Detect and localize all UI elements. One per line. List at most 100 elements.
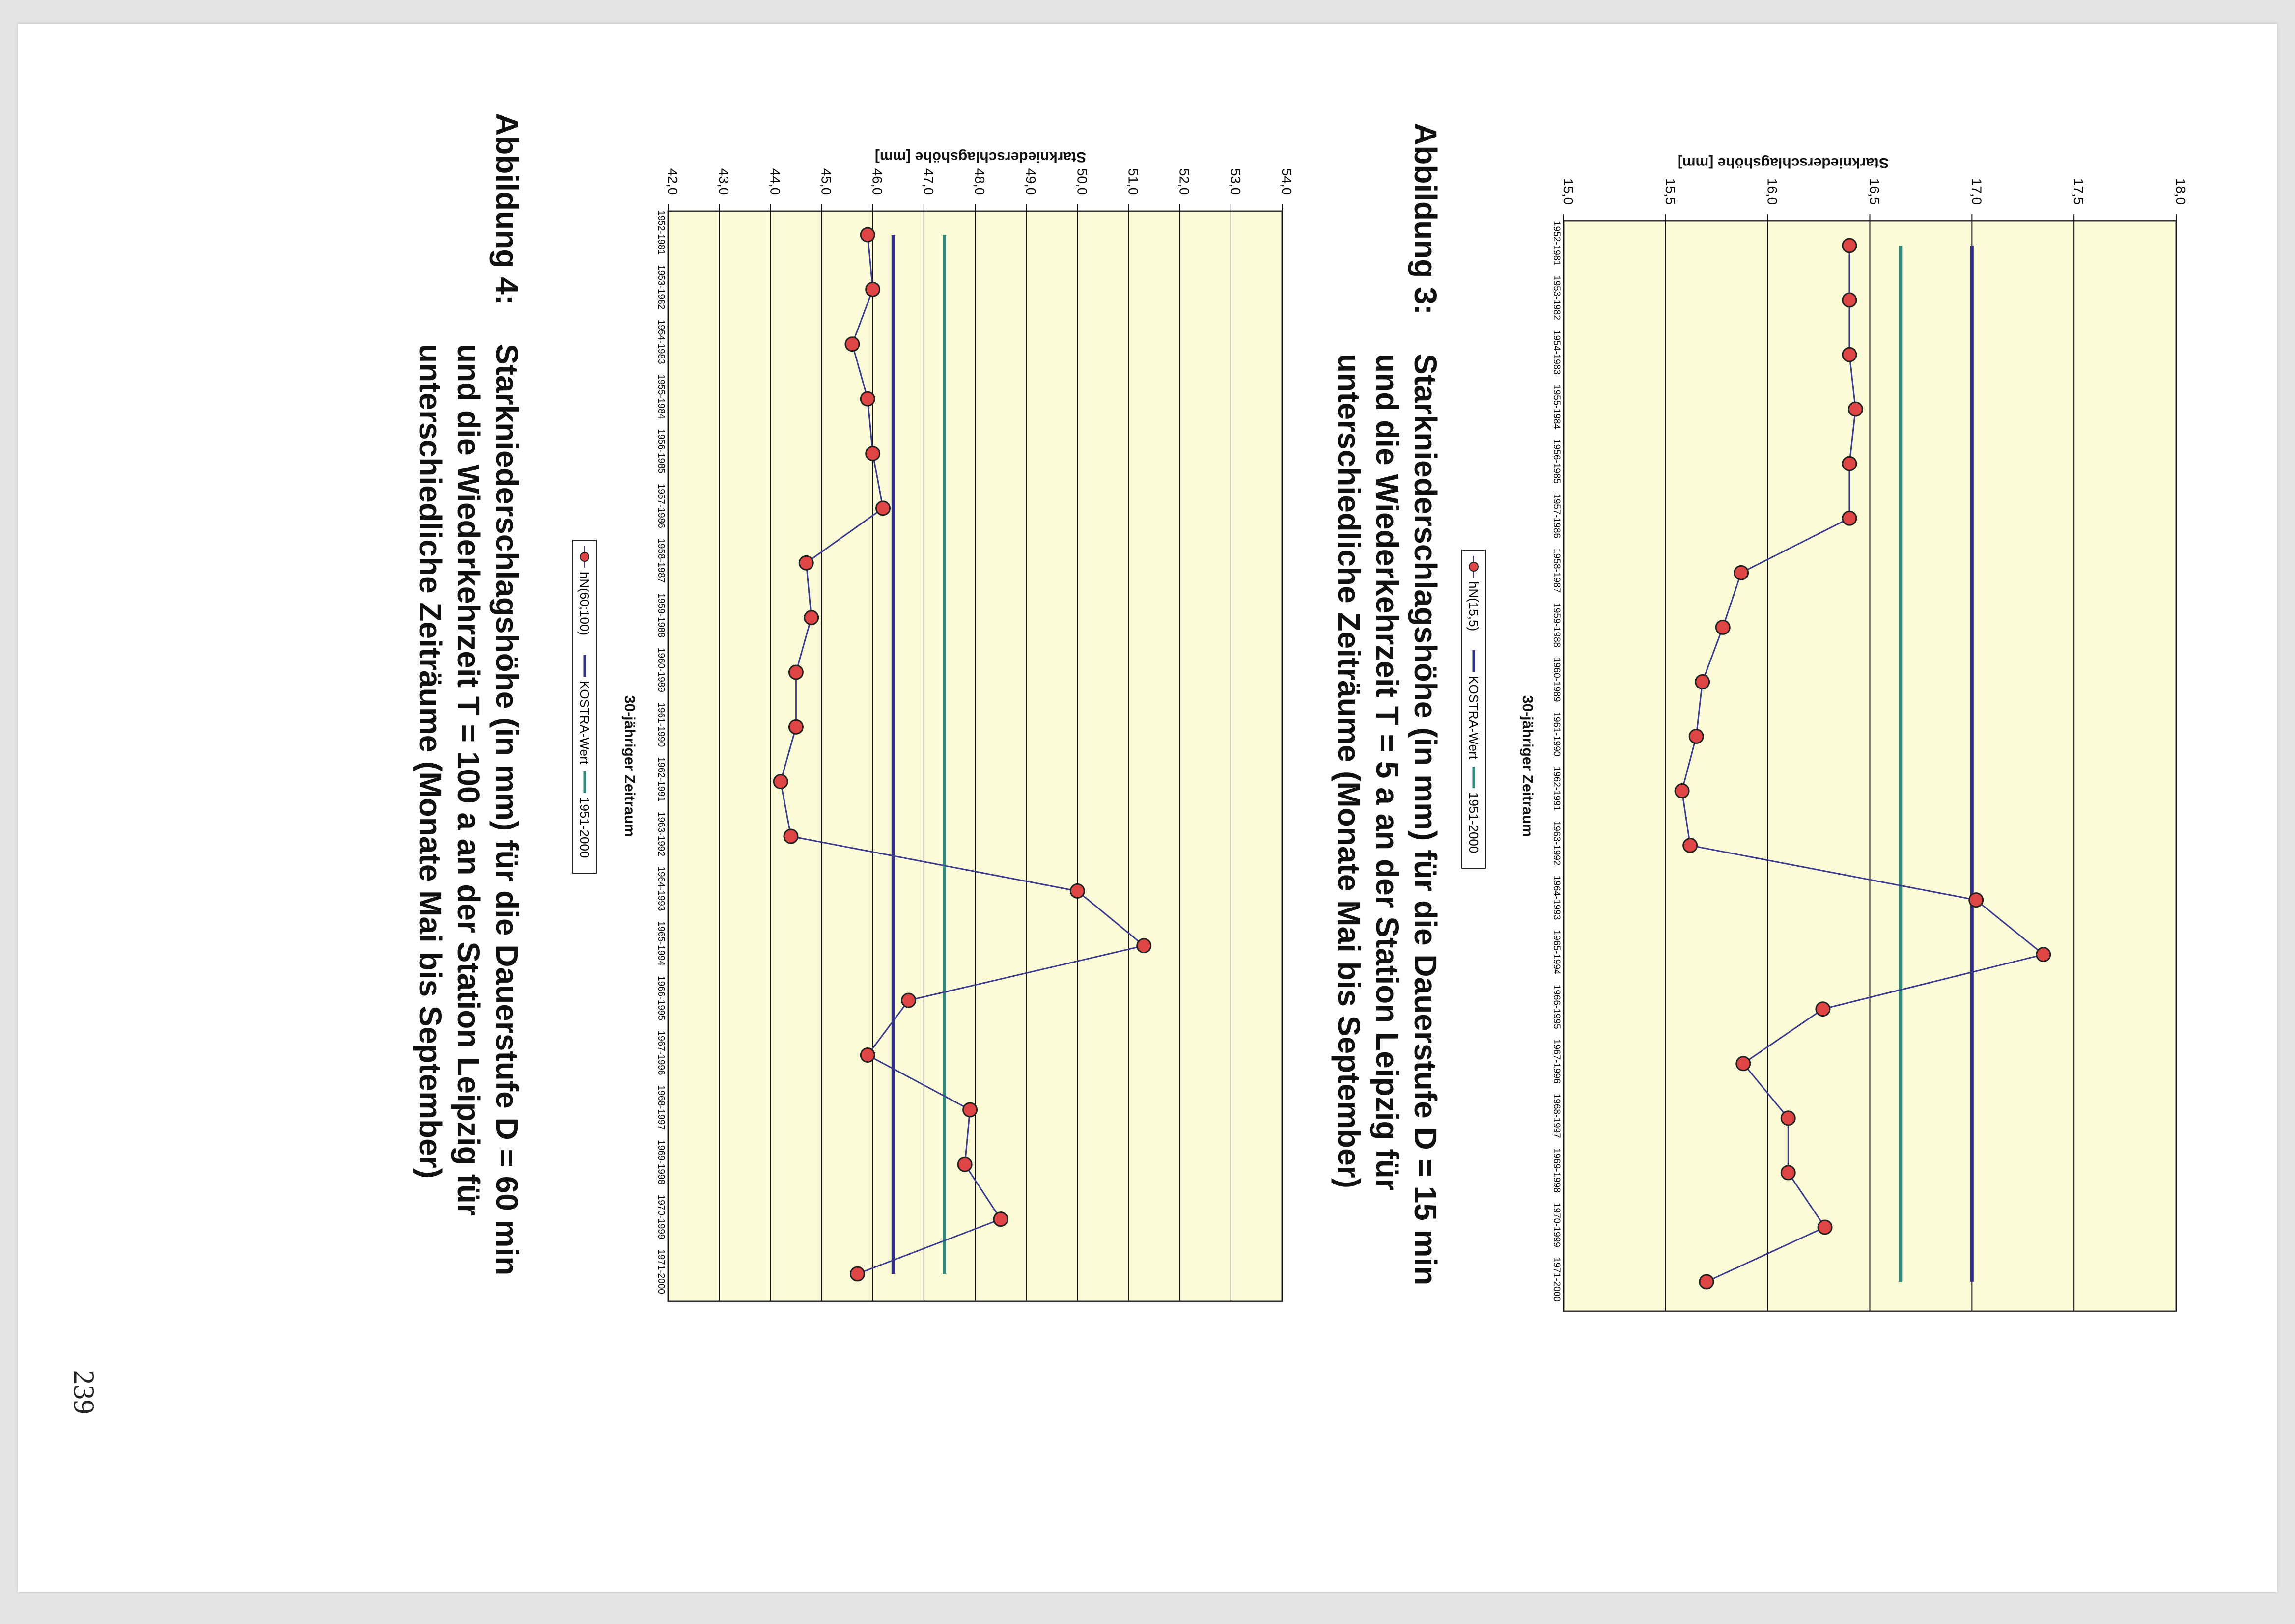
- x-tick-label: 1969-1998: [1551, 1148, 1562, 1193]
- y-tick-label: 49,0: [1023, 168, 1038, 195]
- x-tick-label: 1959-1988: [1551, 603, 1562, 647]
- data-point: [860, 1047, 875, 1063]
- data-point: [1695, 674, 1710, 689]
- y-tick-label: 17,0: [1969, 178, 1984, 205]
- x-tick-label: 1965-1994: [656, 921, 666, 966]
- data-point: [798, 555, 814, 571]
- x-tick-label: 1968-1997: [1551, 1094, 1562, 1138]
- data-point: [1674, 783, 1690, 799]
- data-point: [804, 610, 819, 626]
- x-tick-label: 1963-1992: [1551, 821, 1562, 866]
- x-tick-label: 1959-1988: [656, 593, 666, 638]
- x-tick-label: 1970-1999: [1551, 1203, 1562, 1247]
- data-point: [773, 774, 788, 790]
- data-point: [844, 336, 860, 352]
- x-tick-label: 1967-1996: [1551, 1039, 1562, 1084]
- page-number: 239: [68, 1370, 100, 1414]
- data-point: [957, 1156, 973, 1172]
- y-tick-label: 18,0: [2173, 178, 2188, 205]
- x-tick-label: 1954-1983: [1551, 330, 1562, 375]
- figure-caption-line: unterschiedliche Zeiträume (Monate Mai b…: [413, 344, 448, 1179]
- y-tick-label: 15,0: [1561, 178, 1576, 205]
- x-tick-label: 1971-2000: [656, 1249, 666, 1294]
- legend-label: KOSTRA-Wert: [577, 681, 592, 765]
- data-point: [1682, 838, 1698, 853]
- x-tick-label: 1970-1999: [656, 1195, 666, 1239]
- figure-label: Abbildung 4:: [489, 113, 525, 305]
- data-point: [1715, 619, 1731, 635]
- x-tick-label: 1956-1985: [656, 429, 666, 473]
- x-tick-label: 1960-1989: [1551, 657, 1562, 702]
- legend-label: KOSTRA-Wert: [1466, 676, 1481, 760]
- x-tick-label: 1968-1997: [656, 1085, 666, 1130]
- data-point: [1688, 728, 1704, 744]
- x-tick-label: 1961-1990: [1551, 712, 1562, 756]
- y-axis-label: Starkniederschlagshöhe [mm]: [1678, 155, 1889, 171]
- legend-label: hN(60;100): [577, 572, 592, 635]
- y-axis-label: Starkniederschlagshöhe [mm]: [875, 149, 1086, 165]
- y-tick-label: 45,0: [819, 168, 834, 195]
- y-tick-label: 16,0: [1765, 178, 1780, 205]
- data-point: [860, 227, 875, 243]
- data-point: [860, 391, 875, 407]
- x-tick-label: 1954-1983: [656, 320, 666, 364]
- data-point: [1847, 401, 1863, 417]
- y-tick-label: 50,0: [1074, 168, 1090, 195]
- x-tick-label: 1961-1990: [656, 702, 666, 747]
- y-tick-label: 52,0: [1177, 168, 1192, 195]
- chart-2: 42,0 43,0 44,0 45,0 46,0 47,0 48,0 49,0 50,0 51,0…: [413, 113, 1294, 1302]
- data-point: [962, 1102, 978, 1118]
- x-tick-label: 1955-1984: [1551, 385, 1562, 429]
- data-point: [788, 664, 804, 680]
- x-tick-label: 1967-1996: [656, 1031, 666, 1075]
- figure-caption-line: Starkniederschlagshöhe (in mm) für die D…: [1408, 354, 1443, 1285]
- figure-caption-line: und die Wiederkehrzeit T = 5 a an der St…: [1370, 354, 1405, 1191]
- chart-1: 15,0 15,5 16,0 16,5 17,0 17,5 18,0 1952-1981 195…: [1331, 123, 2188, 1312]
- legend-label: 1951-2000: [1466, 792, 1481, 853]
- data-point: [849, 1266, 865, 1282]
- legend-marker: [580, 552, 589, 562]
- x-tick-label: 1969-1998: [656, 1140, 666, 1184]
- x-axis-label: 30-jähriger Zeitraum: [621, 695, 638, 837]
- x-tick-label: 1956-1985: [1551, 439, 1562, 484]
- data-point: [1136, 938, 1152, 954]
- x-tick-label: 1966-1995: [656, 976, 666, 1020]
- y-tick-label: 44,0: [767, 168, 783, 195]
- x-tick-label: 1955-1984: [656, 374, 666, 419]
- series-line-observed: [780, 234, 1146, 1275]
- series-line-observed: [1681, 246, 2045, 1283]
- x-tick-label: 1962-1991: [656, 757, 666, 802]
- data-point: [1842, 456, 1857, 471]
- legend: hN(15,5) KOSTRA-Wert 1951-2000: [1461, 550, 1486, 869]
- data-point: [1815, 1001, 1831, 1017]
- x-tick-label: 1965-1994: [1551, 930, 1562, 975]
- x-tick-label: 1966-1995: [1551, 985, 1562, 1029]
- y-tick-label: 53,0: [1228, 168, 1243, 195]
- y-tick-label: 46,0: [870, 168, 885, 195]
- x-axis-label: 30-jähriger Zeitraum: [1519, 695, 1536, 837]
- x-tick-label: 1953-1982: [1551, 275, 1562, 320]
- y-tick-label: 15,5: [1663, 178, 1678, 205]
- data-point: [1069, 883, 1085, 899]
- figure-label: Abbildung 3:: [1408, 123, 1443, 315]
- legend-label: 1951-2000: [577, 797, 592, 858]
- x-tick-label: 1964-1993: [656, 866, 666, 911]
- x-tick-label: 1957-1986: [656, 484, 666, 528]
- y-tick-label: 51,0: [1126, 168, 1141, 195]
- data-point: [1699, 1274, 1714, 1290]
- legend-box: [1461, 550, 1486, 869]
- data-point: [993, 1211, 1008, 1227]
- x-tick-label: 1971-2000: [1551, 1257, 1562, 1302]
- data-point: [1842, 238, 1857, 253]
- x-tick-label: 1952-1981: [656, 210, 666, 255]
- x-tick-label: 1964-1993: [1551, 876, 1562, 920]
- legend: hN(60;100) KOSTRA-Wert 1951-2000: [572, 540, 597, 874]
- data-point: [1968, 892, 1984, 908]
- data-point: [1780, 1165, 1796, 1181]
- y-tick-label: 48,0: [972, 168, 987, 195]
- data-point: [865, 281, 881, 297]
- data-point: [1842, 292, 1857, 308]
- x-tick-label: 1952-1981: [1551, 221, 1562, 266]
- data-point: [1842, 510, 1857, 526]
- y-tick-label: 43,0: [716, 168, 731, 195]
